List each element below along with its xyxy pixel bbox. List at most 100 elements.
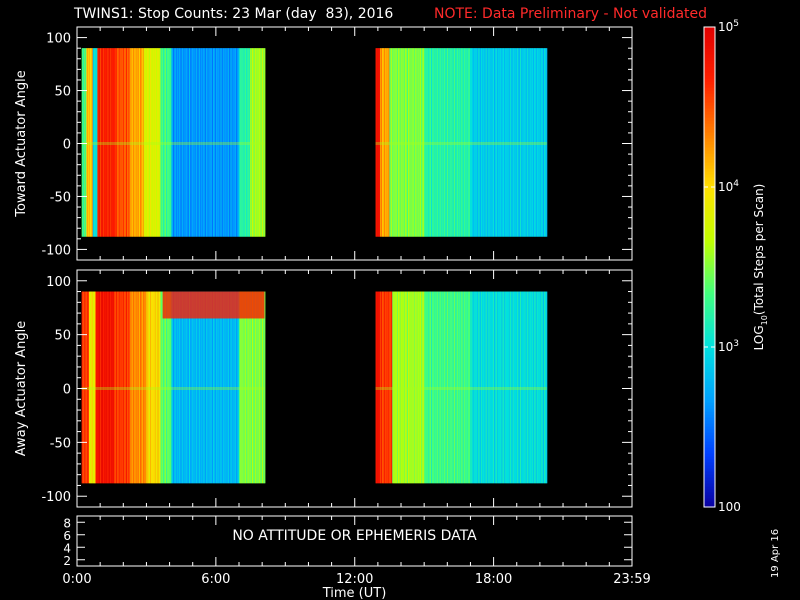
heatmap-stripe — [207, 291, 209, 484]
colorbar-cell — [704, 456, 715, 460]
y-tick-label: 0 — [63, 138, 71, 153]
heatmap-stripe — [242, 291, 245, 484]
heatmap-stripe — [112, 48, 114, 237]
heatmap-stripe — [541, 48, 543, 237]
heatmap-stripe — [434, 291, 437, 484]
y-tick-label: 2 — [63, 554, 71, 568]
heatmap-stripe — [376, 48, 378, 237]
heatmap-stripe — [117, 291, 120, 484]
colorbar-cell — [704, 267, 715, 271]
heatmap-stripe — [248, 48, 250, 237]
colorbar-cell — [704, 333, 715, 337]
colorbar-cell — [704, 144, 715, 148]
heatmap-stripe — [448, 48, 451, 237]
heatmap-stripe — [260, 48, 262, 237]
heatmap-stripe — [107, 291, 109, 484]
heatmap-stripe — [418, 48, 420, 237]
heatmap-stripe — [145, 48, 147, 237]
heatmap-stripe — [506, 48, 508, 237]
heatmap-stripe — [119, 48, 121, 237]
heatmap-stripe — [376, 291, 378, 484]
colorbar-cell — [704, 381, 715, 385]
colorbar-cell — [704, 147, 715, 151]
colorbar-cell — [704, 348, 715, 352]
zero-angle-band — [81, 142, 265, 145]
heatmap-stripe — [139, 48, 142, 237]
heatmap-stripe — [210, 291, 212, 484]
heatmap-stripe — [458, 291, 461, 484]
heatmap-stripe — [165, 291, 168, 484]
y-tick-label: 100 — [46, 32, 71, 47]
heatmap-stripe — [191, 48, 194, 237]
heatmap-stripe — [160, 48, 162, 237]
heatmap-stripe — [235, 48, 237, 237]
y-tick-label: 100 — [46, 275, 71, 290]
heatmap-stripe — [197, 48, 199, 237]
heatmap-stripe — [252, 291, 255, 484]
heatmap-stripe — [263, 291, 265, 484]
heatmap-stripe — [411, 48, 414, 237]
heatmap-stripe — [224, 48, 226, 237]
heatmap-stripe — [543, 291, 545, 484]
heatmap-stripe — [394, 48, 396, 237]
colorbar-cell — [704, 150, 715, 154]
heatmap-stripe — [501, 291, 503, 484]
heatmap-stripe — [406, 291, 408, 484]
heatmap-stripe — [432, 291, 435, 484]
heatmap-stripe — [386, 291, 389, 484]
heatmap-stripe — [242, 48, 245, 237]
heatmap-stripe — [540, 291, 542, 484]
heatmap-stripe — [414, 48, 416, 237]
heatmap-stripe — [140, 48, 143, 237]
heatmap-stripe — [535, 291, 538, 484]
heatmap-stripe — [90, 48, 93, 237]
heatmap-stripe — [392, 291, 394, 484]
heatmap-stripe — [205, 48, 208, 237]
heatmap-stripe — [110, 291, 112, 484]
heatmap-stripe — [240, 291, 243, 484]
heatmap-stripe — [195, 291, 197, 484]
heatmap-stripe — [409, 48, 412, 237]
heatmap-stripe — [247, 291, 249, 484]
heatmap-stripe — [219, 291, 221, 484]
heatmap-stripe — [221, 291, 223, 484]
colorbar-cell — [704, 477, 715, 481]
heatmap-stripe — [446, 291, 449, 484]
heatmap-stripe — [469, 291, 472, 484]
heatmap-stripe — [419, 48, 421, 237]
heatmap-stripe — [542, 291, 544, 484]
heatmap-stripe — [246, 291, 248, 484]
heatmap-stripe — [391, 291, 393, 484]
heatmap-stripe — [399, 291, 402, 484]
heatmap-stripe — [540, 48, 542, 237]
colorbar-cell — [704, 384, 715, 388]
colorbar-cell — [704, 222, 715, 226]
generation-date: 19 Apr 16 — [770, 528, 781, 578]
heatmap-stripe — [425, 48, 427, 237]
heatmap-stripe — [184, 48, 186, 237]
heatmap-stripe — [253, 291, 256, 484]
heatmap-stripe — [86, 291, 88, 484]
colorbar-cell — [704, 495, 715, 499]
heatmap-stripe — [396, 291, 399, 484]
heatmap-stripe — [181, 291, 184, 484]
heatmap-stripe — [400, 48, 402, 237]
heatmap-stripe — [207, 48, 209, 237]
heatmap-stripe — [153, 291, 156, 484]
heatmap-stripe — [209, 48, 211, 237]
colorbar-cell — [704, 249, 715, 253]
heatmap-stripe — [541, 291, 543, 484]
heatmap-stripe — [382, 291, 385, 484]
heatmap-stripe — [243, 291, 246, 484]
heatmap-stripe — [264, 48, 266, 237]
heatmap-stripe — [128, 291, 131, 484]
colorbar-cell — [704, 261, 715, 265]
heatmap-stripe — [437, 48, 439, 237]
colorbar-cell — [704, 90, 715, 94]
heatmap-stripe — [255, 48, 258, 237]
colorbar-cell — [704, 339, 715, 343]
colorbar-cell — [704, 42, 715, 46]
heatmap-stripe — [101, 291, 104, 484]
heatmap-stripe — [452, 291, 454, 484]
heatmap-stripe — [101, 48, 104, 237]
